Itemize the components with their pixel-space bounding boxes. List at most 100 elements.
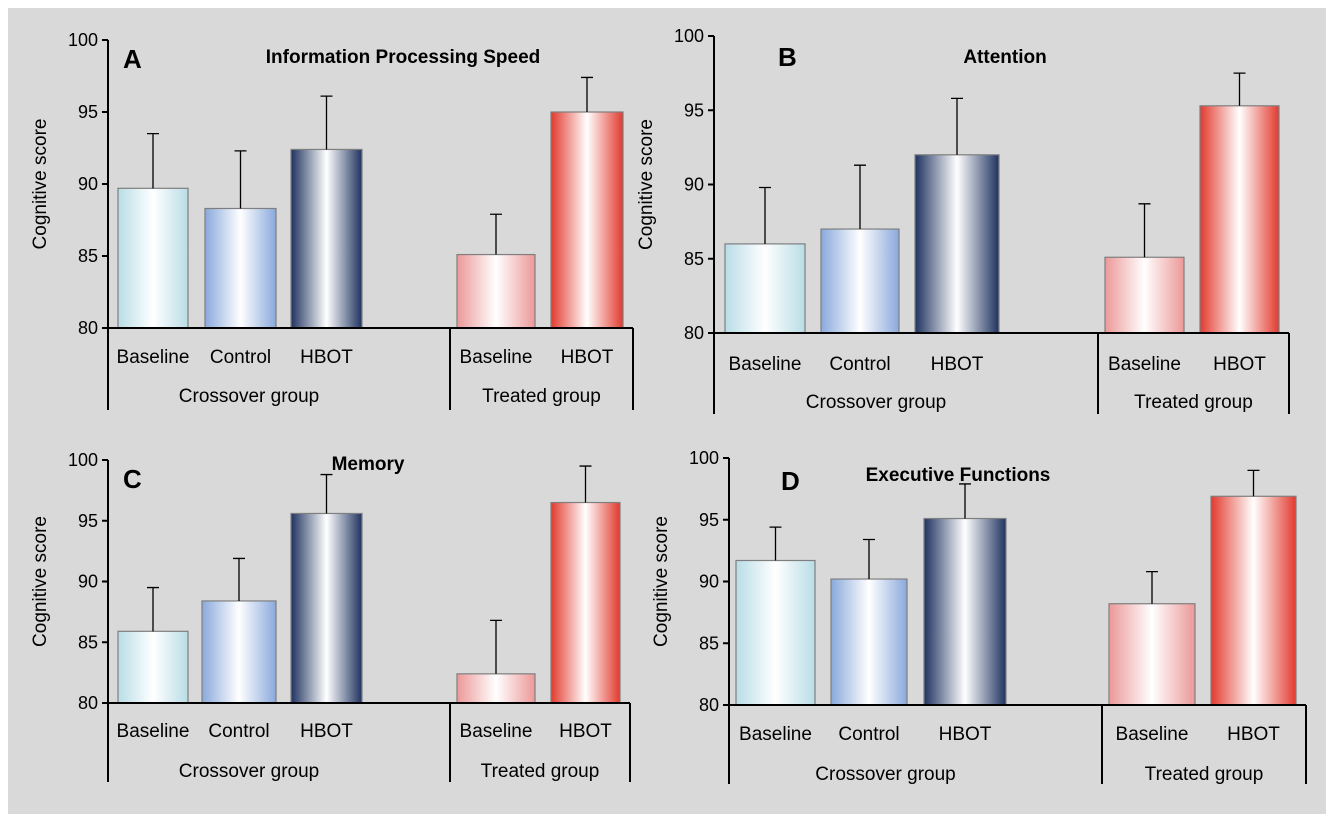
chart-panel-d: Baseline Control HBOT Baseline HBOT 80 85 90 95 1… xyxy=(651,448,1307,785)
bar-hbot-0 xyxy=(290,512,363,704)
bar-hbot-0 xyxy=(290,148,363,329)
panel-letter: A xyxy=(123,44,142,74)
error-bar xyxy=(1146,570,1158,604)
group-label-crossover: Crossover group xyxy=(815,764,955,785)
error-bar xyxy=(320,473,333,514)
group-label-treated: Treated group xyxy=(1134,392,1253,413)
y-axis-label: Cognitive score xyxy=(651,516,672,647)
group-label-treated: Treated group xyxy=(482,386,601,407)
error-bar xyxy=(863,538,875,580)
bar-hbot-0 xyxy=(914,154,1000,334)
category-label: Baseline xyxy=(729,354,802,375)
category-label: HBOT xyxy=(300,721,353,742)
bar-control-0 xyxy=(820,228,900,334)
group-label-crossover: Crossover group xyxy=(179,386,319,407)
bar-baseline-1 xyxy=(1104,256,1185,334)
chart-panel-b: Baseline Control HBOT Baseline HBOT 80 85 90 95 1… xyxy=(636,26,1290,414)
category-label: HBOT xyxy=(931,354,984,375)
category-label: HBOT xyxy=(559,721,612,742)
error-bar xyxy=(951,97,963,155)
bar-baseline-0 xyxy=(735,559,816,706)
bar-hbot-1 xyxy=(1210,495,1297,706)
y-tick-label: 95 xyxy=(699,510,719,530)
category-label: Baseline xyxy=(739,724,812,745)
category-label: HBOT xyxy=(1213,354,1266,375)
y-tick-label: 80 xyxy=(684,323,704,343)
error-bar xyxy=(759,186,771,244)
category-label: HBOT xyxy=(300,347,353,368)
y-tick-label: 85 xyxy=(699,633,719,653)
y-tick-label: 90 xyxy=(78,174,98,194)
category-label: Baseline xyxy=(460,721,533,742)
error-bar xyxy=(147,132,159,189)
error-bar xyxy=(1247,469,1260,497)
bar-hbot-1 xyxy=(550,501,621,704)
y-axis-label: Cognitive score xyxy=(30,516,51,647)
bar-baseline-0 xyxy=(117,187,189,329)
panel-title: Executive Functions xyxy=(866,465,1051,486)
bar-baseline-1 xyxy=(456,673,536,704)
bar-hbot-1 xyxy=(1199,105,1280,334)
category-label: Baseline xyxy=(1108,354,1181,375)
error-bar xyxy=(234,150,247,209)
bar-baseline-1 xyxy=(456,253,536,329)
bar-control-0 xyxy=(830,578,908,706)
y-tick-label: 90 xyxy=(78,572,98,592)
bar-baseline-1 xyxy=(1108,603,1196,706)
error-bar xyxy=(769,526,782,561)
y-tick-label: 95 xyxy=(684,100,704,120)
y-axis-label: Cognitive score xyxy=(636,119,657,250)
category-label: Baseline xyxy=(460,347,533,368)
category-label: HBOT xyxy=(939,724,992,745)
bar-control-0 xyxy=(204,207,277,329)
category-label: HBOT xyxy=(1227,724,1280,745)
panel-title: Memory xyxy=(332,454,405,475)
panel-letter: C xyxy=(123,464,142,494)
y-tick-label: 100 xyxy=(68,30,98,50)
bar-control-0 xyxy=(201,600,277,704)
category-label: Control xyxy=(838,724,899,745)
y-tick-label: 85 xyxy=(78,632,98,652)
group-label-treated: Treated group xyxy=(481,761,600,782)
error-bar xyxy=(1233,72,1246,106)
y-tick-label: 80 xyxy=(78,318,98,338)
chart-canvas: Baseline Control HBOT Baseline HBOT 80 85 90 95 1… xyxy=(30,26,1307,785)
y-tick-label: 80 xyxy=(699,695,719,715)
error-bar xyxy=(233,557,245,601)
panel-title: Attention xyxy=(963,47,1046,68)
y-tick-label: 95 xyxy=(78,102,98,122)
bar-hbot-0 xyxy=(923,517,1007,706)
group-label-treated: Treated group xyxy=(1145,764,1264,785)
panel-title: Information Processing Speed xyxy=(266,47,541,68)
chart-panel-a: Baseline Control HBOT Baseline HBOT 80 85 90 95 1… xyxy=(30,30,634,410)
category-label: Control xyxy=(208,721,269,742)
error-bar xyxy=(854,164,866,230)
error-bar xyxy=(320,95,333,150)
figure: Baseline Control HBOT Baseline HBOT 80 85 90 95 1… xyxy=(8,8,1326,814)
y-tick-label: 100 xyxy=(689,448,719,468)
error-bar xyxy=(490,619,502,674)
category-label: Baseline xyxy=(1116,724,1189,745)
category-label: Baseline xyxy=(117,347,190,368)
category-label: Baseline xyxy=(117,721,190,742)
y-tick-label: 95 xyxy=(78,511,98,531)
y-tick-label: 100 xyxy=(68,450,98,470)
group-label-crossover: Crossover group xyxy=(806,392,946,413)
panel-letter: D xyxy=(781,466,800,496)
chart-panel-c: Baseline Control HBOT Baseline HBOT 80 85 90 95 1… xyxy=(30,450,631,782)
y-tick-label: 90 xyxy=(699,572,719,592)
error-bar xyxy=(1138,203,1151,258)
y-tick-label: 80 xyxy=(78,693,98,713)
error-bar xyxy=(581,76,593,112)
bar-baseline-0 xyxy=(724,243,806,334)
y-tick-label: 90 xyxy=(684,175,704,195)
category-label: Control xyxy=(829,354,890,375)
category-label: HBOT xyxy=(561,347,614,368)
panel-letter: B xyxy=(778,42,797,72)
category-label: Control xyxy=(210,347,271,368)
error-bar xyxy=(959,483,971,519)
y-tick-label: 100 xyxy=(674,26,704,46)
error-bar xyxy=(579,465,592,503)
y-tick-label: 85 xyxy=(78,246,98,266)
error-bar xyxy=(490,213,502,255)
